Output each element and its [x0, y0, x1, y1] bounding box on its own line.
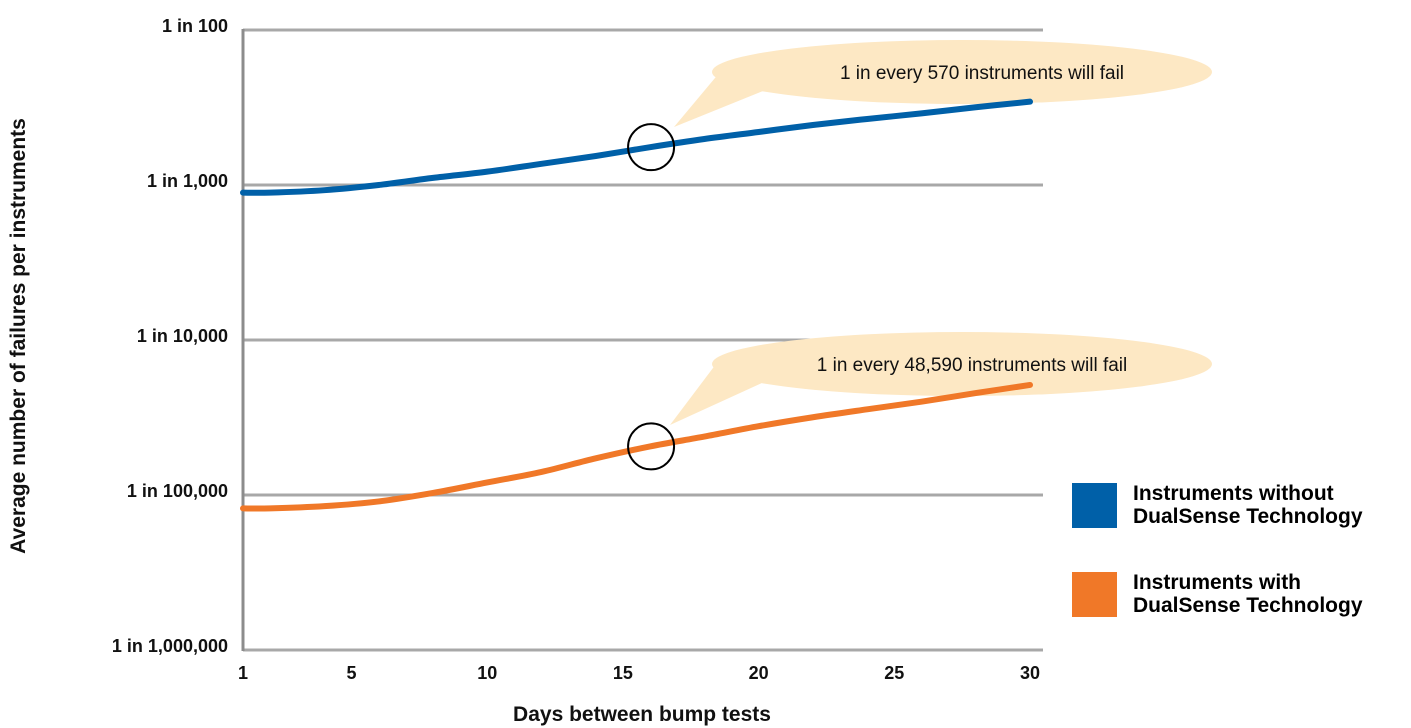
legend-label-without: Instruments without DualSense Technology: [1133, 482, 1403, 528]
y-tick-label: 1 in 100,000: [127, 481, 228, 501]
y-tick-label: 1 in 10,000: [137, 326, 228, 346]
legend-label-line: Instruments without: [1133, 482, 1334, 505]
y-tick-label: 1 in 1,000,000: [112, 636, 228, 656]
legend-swatch-orange: [1072, 572, 1117, 617]
series-lines: [240, 98, 1033, 512]
legend-label-line: Instruments with: [1133, 571, 1302, 594]
legend-item-with: Instruments with DualSense Technology: [1072, 571, 1403, 617]
x-axis-title: Days between bump tests: [513, 703, 771, 726]
legend-item-without: Instruments without DualSense Technology: [1072, 482, 1403, 528]
legend-label-line: DualSense Technology: [1133, 505, 1363, 528]
legend-swatch-blue: [1072, 483, 1117, 528]
y-tick-label: 1 in 1,000: [147, 171, 228, 191]
y-axis-title: Average number of failures per instrumen…: [7, 118, 30, 554]
series-line: [240, 98, 1033, 196]
x-tick-label: 15: [613, 663, 633, 683]
callout-ellipse: [712, 40, 1212, 104]
x-tick-label: 5: [347, 663, 357, 683]
legend-label-with: Instruments with DualSense Technology: [1133, 571, 1403, 617]
x-tick-label: 10: [477, 663, 497, 683]
callout-markers: [627, 123, 676, 471]
legend-label-line: DualSense Technology: [1133, 594, 1363, 617]
callout-text: 1 in every 570 instruments will fail: [840, 63, 1124, 84]
y-tick-label: 1 in 100: [162, 16, 228, 36]
x-tick-label: 25: [884, 663, 904, 683]
x-tick-label: 30: [1020, 663, 1040, 683]
callout-ellipse: [712, 332, 1212, 396]
series-line: [240, 381, 1033, 512]
x-tick-label: 1: [238, 663, 248, 683]
callout-marker-circle: [627, 123, 676, 172]
x-axis-ticks: 1 5 10 15 20 25 30: [238, 663, 1040, 683]
callout-bubble: 1 in every 48,590 instruments will fail: [670, 332, 1212, 425]
callout-marker-circle: [627, 422, 676, 471]
callout-bubble: 1 in every 570 instruments will fail: [674, 40, 1212, 127]
callouts: 1 in every 570 instruments will fail 1 in…: [670, 40, 1212, 425]
x-tick-label: 20: [749, 663, 769, 683]
y-axis-ticks: 1 in 100 1 in 1,000 1 in 10,000 1 in 100,00…: [112, 16, 228, 656]
callout-text: 1 in every 48,590 instruments will fail: [817, 355, 1127, 376]
